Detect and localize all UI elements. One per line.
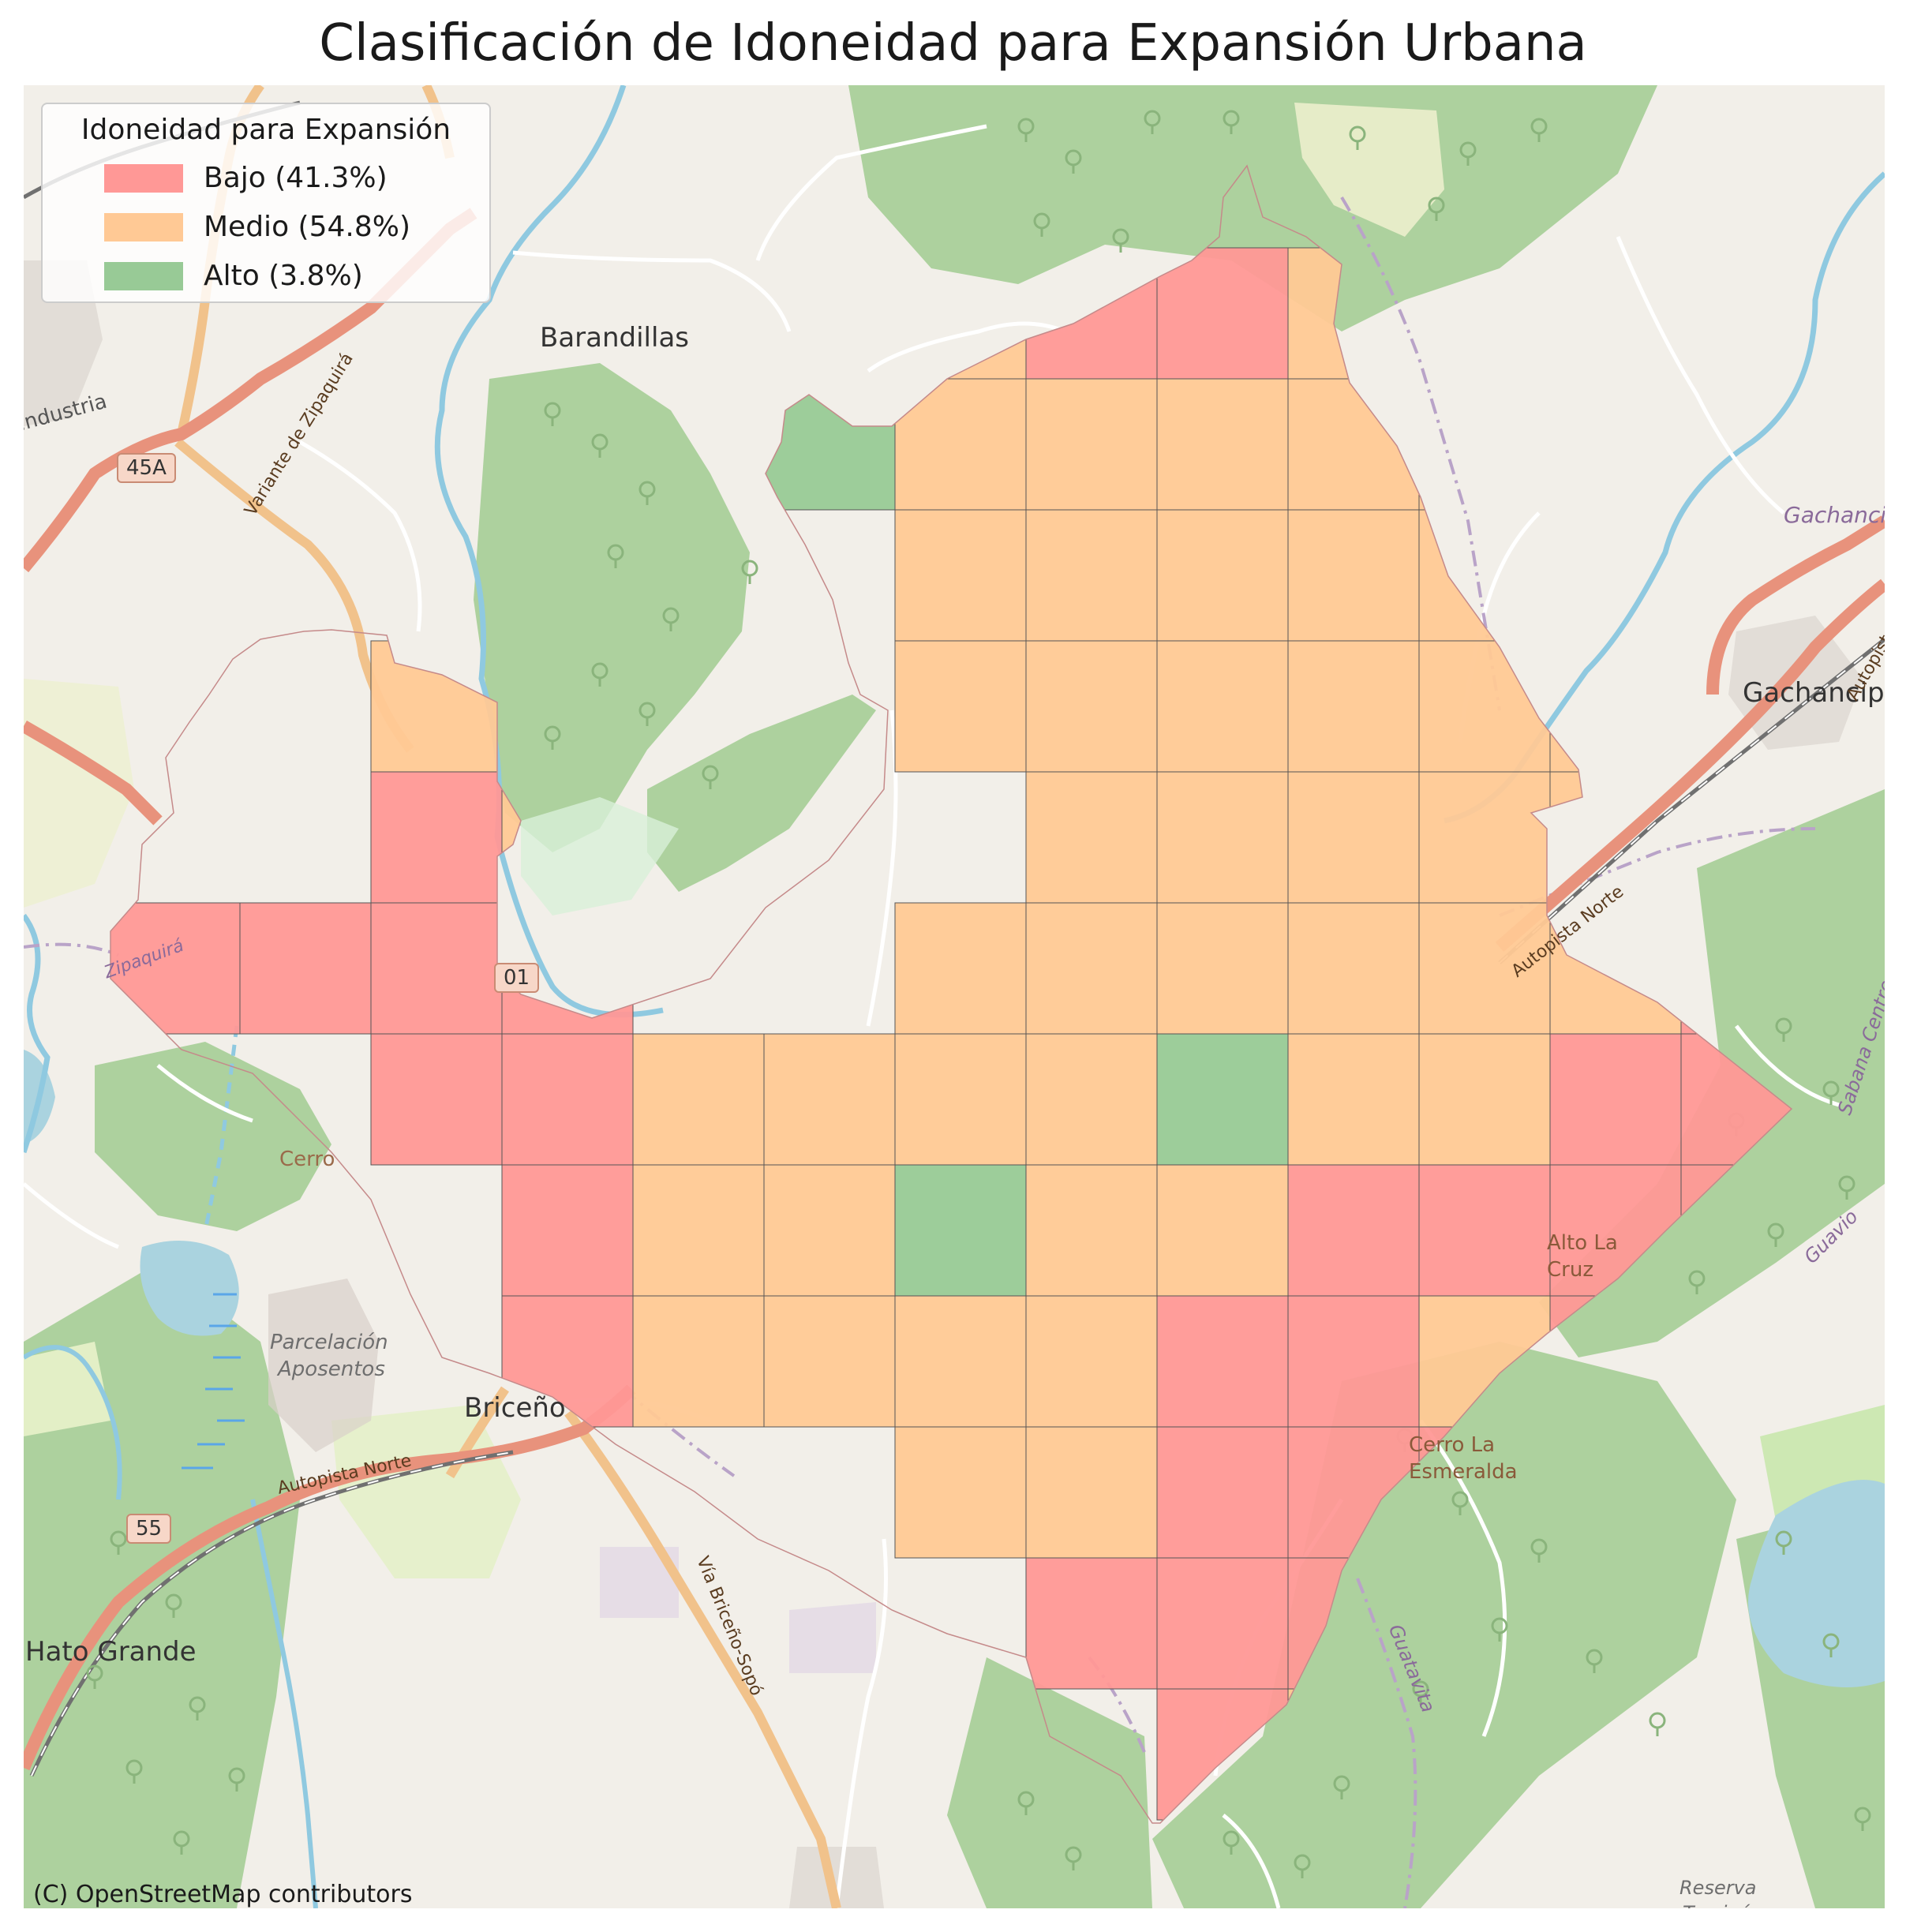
grid-cell-medio <box>1156 640 1289 773</box>
grid-cell-medio <box>894 1295 1027 1428</box>
grid-cell-medio <box>1287 509 1420 642</box>
grid-cell-medio <box>1025 771 1158 904</box>
grid-cell-bajo <box>1287 1164 1420 1297</box>
grid-cell-medio <box>1025 1295 1158 1428</box>
legend-title: Idoneidad para Expansión <box>81 114 451 146</box>
route-shield-55: 55 <box>126 1514 172 1544</box>
map-title: Clasificación de Idoneidad para Expansió… <box>319 14 1587 73</box>
grid-cell-medio <box>1418 902 1551 1035</box>
grid-cell-medio <box>1025 509 1158 642</box>
grid-cell-medio <box>1287 771 1420 904</box>
grid-cell-medio <box>1156 378 1289 511</box>
label-alto-la: Alto La <box>1547 1231 1618 1255</box>
label-tomine: Tominé <box>1683 1902 1751 1908</box>
grid-cell-bajo <box>1549 1033 1682 1166</box>
label-hato-grande: Hato Grande <box>25 1636 197 1668</box>
label-esmeralda: Esmeralda <box>1409 1460 1518 1484</box>
grid-cell-bajo <box>370 1033 503 1166</box>
grid-cell-bajo <box>1156 1295 1289 1428</box>
label-cruz: Cruz <box>1547 1258 1593 1282</box>
legend-swatch-bajo <box>104 164 183 193</box>
legend-label-medio: Medio (54.8%) <box>204 211 410 243</box>
grid-cell-bajo <box>1287 1295 1420 1428</box>
grid-cell-medio <box>632 1164 765 1297</box>
grid-cell-alto <box>894 1164 1027 1297</box>
label-parcelacion: Parcelación <box>270 1331 388 1354</box>
label-barandillas: Barandillas <box>540 322 689 354</box>
map-attribution: (C) OpenStreetMap contributors <box>33 1881 413 1908</box>
grid-cell-bajo <box>501 1033 634 1166</box>
legend-label-alto: Alto (3.8%) <box>204 260 363 292</box>
grid-cell-medio <box>1156 771 1289 904</box>
grid-cell-bajo <box>1156 1557 1289 1690</box>
grid-cell-medio <box>763 1033 896 1166</box>
grid-cell-medio <box>1025 1426 1158 1559</box>
grid-cell-medio <box>1287 902 1420 1035</box>
label-aposentos: Aposentos <box>278 1357 385 1381</box>
label-gachancipa-region: Gachancipá <box>1784 502 1885 528</box>
grid-cell-medio <box>894 1426 1027 1559</box>
label-cerro: Cerro <box>279 1148 335 1171</box>
grid-cell-medio <box>1418 771 1551 904</box>
grid-cell-medio <box>1025 378 1158 511</box>
grid-cell-medio <box>632 1033 765 1166</box>
grid-cell-bajo <box>370 771 503 904</box>
grid-cell-bajo <box>1418 1164 1551 1297</box>
grid-cell-medio <box>1025 640 1158 773</box>
grid-cell-medio <box>763 1295 896 1428</box>
route-shield-45a: 45A <box>117 453 176 483</box>
grid-cell-medio <box>894 509 1027 642</box>
grid-cell-medio <box>763 1164 896 1297</box>
route-shield-01: 01 <box>494 963 540 993</box>
grid-cell-medio <box>1156 902 1289 1035</box>
grid-cell-medio <box>1025 1033 1158 1166</box>
label-reserva: Reserva <box>1679 1877 1757 1899</box>
basemap <box>24 85 1885 1908</box>
legend: Idoneidad para Expansión Bajo (41.3%) Me… <box>41 103 491 303</box>
grid-cell-medio <box>1287 1033 1420 1166</box>
label-briceno: Briceño <box>464 1392 566 1424</box>
grid-cell-medio <box>632 1295 765 1428</box>
grid-cell-medio <box>1025 1164 1158 1297</box>
grid-cell-bajo <box>239 902 372 1035</box>
grid-cell-medio <box>1287 640 1420 773</box>
grid-cell-medio <box>894 640 1027 773</box>
grid-cell-bajo <box>501 1164 634 1297</box>
legend-swatch-medio <box>104 213 183 242</box>
grid-cell-medio <box>894 902 1027 1035</box>
grid-cell-alto <box>1156 1033 1289 1166</box>
legend-label-bajo: Bajo (41.3%) <box>204 162 388 194</box>
grid-cell-medio <box>1156 509 1289 642</box>
grid-cell-medio <box>1418 1033 1551 1166</box>
legend-swatch-alto <box>104 262 183 290</box>
grid-cell-medio <box>1156 1164 1289 1297</box>
label-gachancipa: Gachancipá <box>1743 677 1885 709</box>
grid-cell-bajo <box>1156 1426 1289 1559</box>
grid-cell-bajo <box>1025 1557 1158 1690</box>
map-frame[interactable]: Barandillas Gachancipá Gachancipá Briceñ… <box>24 85 1885 1908</box>
grid-cell-medio <box>894 1033 1027 1166</box>
grid-cell-medio <box>1025 902 1158 1035</box>
label-cerro-la: Cerro La <box>1409 1433 1496 1457</box>
grid-cell-bajo <box>370 902 503 1035</box>
